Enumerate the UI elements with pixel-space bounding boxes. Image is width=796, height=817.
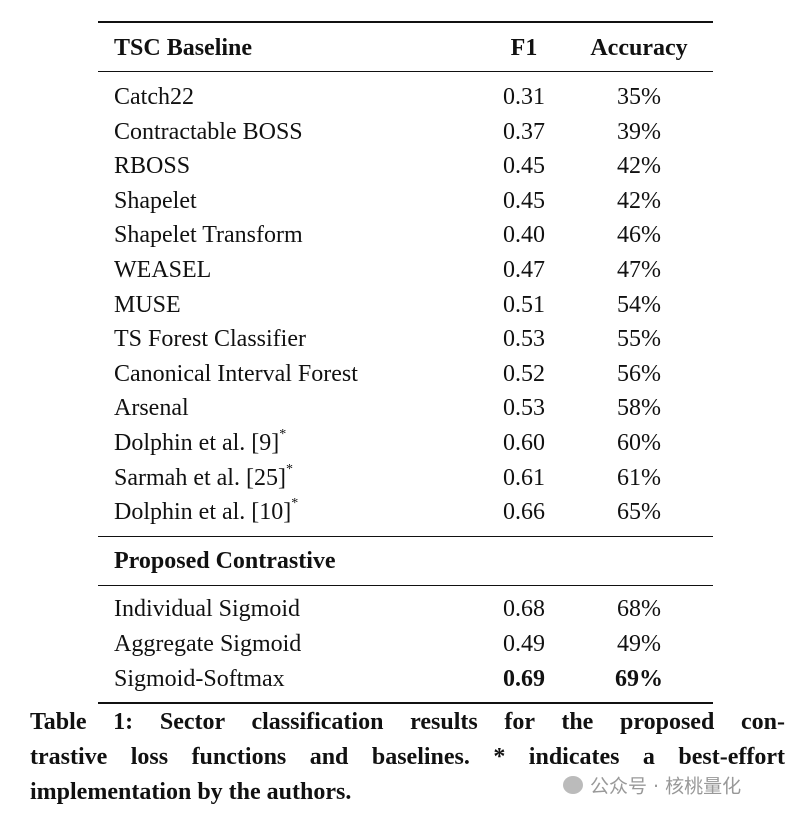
f1-cell: 0.51 [503, 291, 545, 318]
f1-cell: 0.53 [503, 395, 545, 422]
f1-cell: 0.40 [503, 222, 545, 249]
watermark: 公众号 · 核桃量化 [590, 775, 742, 798]
note-mark: * [291, 496, 299, 512]
row-name: RBOSS [114, 153, 191, 180]
row-name: WEASEL [114, 257, 212, 283]
accuracy-cell: 58% [617, 395, 661, 422]
f1-cell: 0.45 [503, 187, 545, 214]
accuracy-cell: 54% [617, 291, 661, 318]
accuracy-cell: 65% [617, 499, 661, 526]
note-mark: * [279, 427, 287, 442]
row-name: Arsenal [114, 395, 189, 422]
row-name: Catch22 [114, 84, 194, 110]
accuracy-cell: 61% [617, 464, 661, 491]
accuracy-cell: 56% [617, 360, 661, 387]
row-name: Individual Sigmoid [114, 596, 300, 622]
top-rule [98, 21, 713, 23]
header-cell: F1 [510, 35, 538, 61]
f1-cell: 0.52 [503, 360, 545, 387]
f1-cell: 0.53 [503, 326, 545, 353]
accuracy-cell: 68% [617, 596, 661, 622]
accuracy-cell: 47% [617, 257, 661, 283]
caption-line: implementation by the authors. [30, 779, 352, 805]
row-name: Shapelet Transform [114, 222, 303, 249]
accuracy-cell: 60% [617, 430, 661, 456]
f1-cell: 0.68 [503, 596, 545, 622]
f1-cell: 0.47 [503, 257, 545, 283]
row-name: Dolphin et al. [9]* [114, 427, 287, 457]
header-rule [98, 71, 713, 72]
accuracy-cell: 49% [617, 631, 661, 657]
f1-cell: 0.61 [503, 464, 545, 491]
section-rule [98, 585, 713, 586]
note-mark: * [285, 461, 293, 477]
f1-cell: 0.66 [503, 499, 545, 526]
caption-line: Table 1: Sector classification results f… [30, 709, 785, 735]
accuracy-cell: 46% [617, 222, 661, 249]
f1-cell: 0.37 [503, 118, 545, 145]
row-name: Sarmah et al. [25]* [114, 461, 293, 491]
f1-cell: 0.69 [503, 666, 545, 692]
row-name: Canonical Interval Forest [114, 360, 358, 387]
f1-cell: 0.49 [503, 631, 545, 657]
bottom-rule [98, 702, 713, 704]
row-name: Dolphin et al. [10]* [114, 496, 299, 526]
row-name: MUSE [114, 291, 181, 318]
accuracy-cell: 42% [617, 153, 661, 180]
accuracy-cell: 69% [615, 666, 663, 692]
row-name: Contractable BOSS [114, 118, 303, 145]
header-cell: TSC Baseline [114, 35, 253, 61]
f1-cell: 0.60 [503, 430, 545, 456]
caption-line: trastive loss functions and baselines. *… [30, 744, 785, 770]
accuracy-cell: 42% [617, 187, 661, 214]
watermark-icon [563, 776, 583, 794]
row-name: Aggregate Sigmoid [114, 631, 302, 657]
row-name: TS Forest Classifier [114, 326, 306, 353]
row-name: Sigmoid-Softmax [114, 666, 285, 692]
f1-cell: 0.45 [503, 153, 545, 180]
section-title: Proposed Contrastive [114, 548, 336, 574]
section-rule [98, 536, 713, 537]
accuracy-cell: 39% [617, 118, 661, 145]
accuracy-cell: 35% [617, 84, 661, 110]
row-name: Shapelet [114, 187, 197, 214]
f1-cell: 0.31 [503, 84, 545, 110]
accuracy-cell: 55% [617, 326, 661, 353]
header-cell: Accuracy [590, 35, 688, 61]
